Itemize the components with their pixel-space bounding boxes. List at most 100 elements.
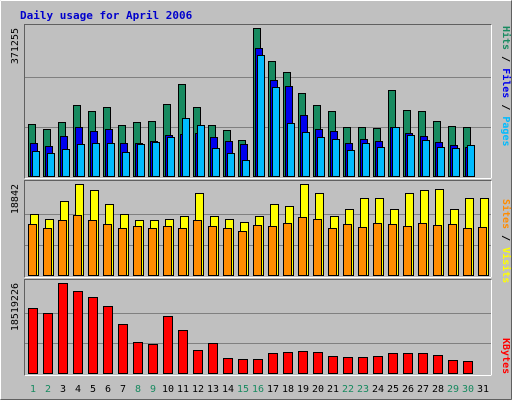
sites-bar-day-7 <box>118 228 127 276</box>
day-label-26: 26 <box>402 384 414 395</box>
sites-bar-day-31 <box>478 227 487 276</box>
pages-bar-day-21 <box>332 139 340 177</box>
day-labels: 1 2 3 4 5 6 7 8 9 10 11 12 13 14 15 16 17 18 19 20 21 22 23 24 2… <box>30 384 489 395</box>
sites-bar-day-26 <box>403 226 412 276</box>
pages-bar-day-15 <box>242 160 250 177</box>
sites-bar-day-22 <box>343 224 352 276</box>
sites-bar-day-6 <box>103 224 112 276</box>
day-label-22: 22 <box>342 384 354 395</box>
panel-kbytes: 18519226 KBytes <box>10 279 511 376</box>
sites-bar-day-5 <box>88 220 97 276</box>
pages-bar-day-14 <box>227 153 235 177</box>
sites-bar-day-20 <box>313 219 322 276</box>
sites-bar-day-13 <box>208 226 217 276</box>
day-label-1: 1 <box>30 384 36 395</box>
pages-bar-day-1 <box>32 151 40 177</box>
kbytes-bar-day-4 <box>73 291 83 374</box>
kbytes-bar-day-15 <box>238 359 248 374</box>
kbytes-bar-day-23 <box>358 357 368 374</box>
pages-bar-day-26 <box>407 135 415 177</box>
panel-kbytes-legend: KBytes <box>500 338 511 374</box>
pages-bar-day-9 <box>152 142 160 177</box>
legend-files: Files <box>500 68 512 98</box>
day-label-7: 7 <box>120 384 126 395</box>
pages-bar-day-5 <box>92 143 100 177</box>
day-label-30: 30 <box>462 384 474 395</box>
day-label-9: 9 <box>150 384 156 395</box>
chart-title: Daily usage for April 2006 <box>20 9 193 22</box>
sites-bar-day-18 <box>283 223 292 276</box>
sites-bar-day-21 <box>328 228 337 276</box>
panel-hits-bars <box>28 28 475 177</box>
kbytes-bar-day-7 <box>118 324 128 374</box>
day-label-18: 18 <box>282 384 294 395</box>
kbytes-bar-day-12 <box>193 350 203 374</box>
day-label-28: 28 <box>432 384 444 395</box>
sites-bar-day-4 <box>73 215 82 276</box>
kbytes-bar-day-29 <box>448 360 458 374</box>
sites-bar-day-23 <box>358 227 367 276</box>
day-label-6: 6 <box>105 384 111 395</box>
panel-hits-max-label: 371255 <box>10 28 21 64</box>
sites-bar-day-24 <box>373 223 382 276</box>
kbytes-bar-day-25 <box>388 353 398 374</box>
kbytes-bar-day-17 <box>268 353 278 374</box>
day-label-17: 17 <box>267 384 279 395</box>
sites-bar-day-28 <box>433 225 442 276</box>
pages-bar-day-2 <box>47 153 55 177</box>
day-label-14: 14 <box>222 384 234 395</box>
day-label-20: 20 <box>312 384 324 395</box>
day-label-16: 16 <box>252 384 264 395</box>
legend-sep-1: / <box>500 56 511 62</box>
day-label-11: 11 <box>177 384 189 395</box>
legend-hits: Hits <box>500 26 512 50</box>
pages-bar-day-11 <box>182 118 190 177</box>
day-label-13: 13 <box>207 384 219 395</box>
kbytes-bar-day-27 <box>418 353 428 374</box>
day-label-8: 8 <box>135 384 141 395</box>
panel-hits-legend: Hits / Files / Pages <box>500 26 512 147</box>
kbytes-bar-day-5 <box>88 297 98 374</box>
pages-bar-day-13 <box>212 148 220 177</box>
sites-bar-day-9 <box>148 228 157 276</box>
day-label-4: 4 <box>75 384 81 395</box>
sites-bar-day-8 <box>133 226 142 276</box>
pages-bar-day-12 <box>197 125 205 177</box>
day-label-10: 10 <box>162 384 174 395</box>
pages-bar-day-6 <box>107 143 115 177</box>
sites-bar-day-27 <box>418 223 427 276</box>
panel-visits-legend: Sites / Visits <box>500 199 512 283</box>
day-label-15: 15 <box>237 384 249 395</box>
legend-sep-3: / <box>500 235 511 241</box>
kbytes-bar-day-20 <box>313 352 323 374</box>
kbytes-bar-day-26 <box>403 353 413 374</box>
pages-bar-day-30 <box>467 145 475 177</box>
sites-bar-day-15 <box>238 231 247 276</box>
sites-bar-day-1 <box>28 224 37 276</box>
kbytes-bar-day-18 <box>283 352 293 374</box>
pages-bar-day-28 <box>437 147 445 177</box>
legend-sep-2: / <box>500 104 511 110</box>
pages-bar-day-7 <box>122 152 130 177</box>
kbytes-bar-day-6 <box>103 306 113 374</box>
sites-bar-day-17 <box>268 226 277 276</box>
panel-kbytes-bars <box>28 283 473 374</box>
day-label-19: 19 <box>297 384 309 395</box>
legend-sites: Sites <box>500 199 512 229</box>
panel-visits-max-label: 18842 <box>10 184 21 214</box>
kbytes-bar-day-13 <box>208 343 218 374</box>
kbytes-bar-day-2 <box>43 313 53 374</box>
panel-hits: 371255 Hits / Files / Pages <box>10 24 512 179</box>
sites-bar-day-29 <box>448 224 457 276</box>
day-label-25: 25 <box>387 384 399 395</box>
kbytes-bar-day-30 <box>463 361 473 374</box>
panel-kbytes-gridlines <box>25 313 491 344</box>
pages-bar-day-20 <box>317 137 325 177</box>
kbytes-bar-day-10 <box>163 316 173 374</box>
kbytes-bar-day-28 <box>433 355 443 374</box>
pages-bar-day-25 <box>392 127 400 177</box>
sites-bar-day-10 <box>163 226 172 276</box>
panel-visits: 18842 Sites / Visits <box>10 180 512 283</box>
kbytes-bar-day-3 <box>58 283 68 374</box>
